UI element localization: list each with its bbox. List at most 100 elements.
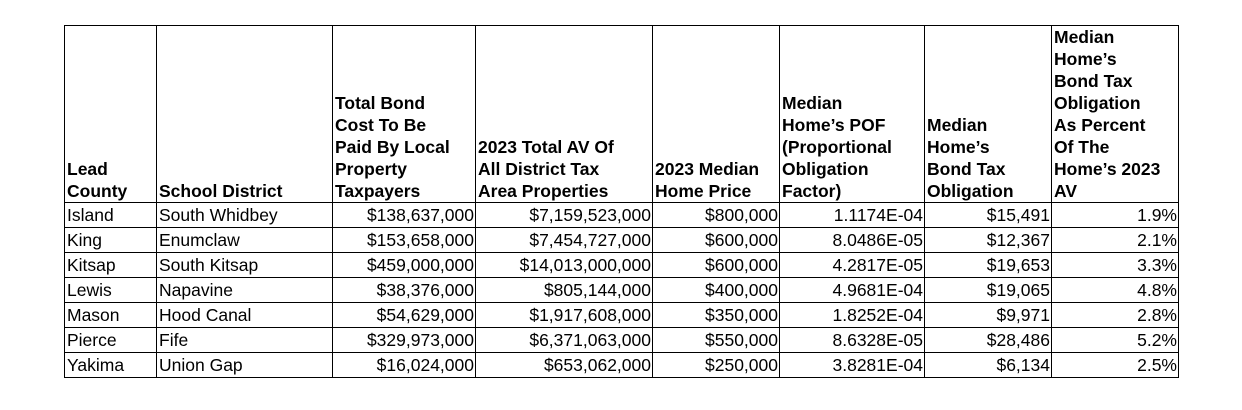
cell-total-av: $7,454,727,000	[475, 227, 653, 253]
table-row: Pierce Fife $329,973,000 $6,371,063,000 $550…	[64, 327, 1179, 353]
cell-lead-county: Yakima	[64, 352, 157, 378]
header-line: School District	[159, 181, 283, 201]
cell-school-district: South Kitsap	[156, 252, 333, 278]
cell-median-home-price: $800,000	[652, 202, 780, 228]
bond-tax-table: Lead County School District Total Bond Cost …	[64, 25, 1179, 378]
table-row: Mason Hood Canal $54,629,000 $1,917,608,000…	[64, 302, 1179, 328]
header-line: 2023 Total AV Of	[478, 137, 614, 157]
cell-lead-county: King	[64, 227, 157, 253]
cell-total-av: $14,013,000,000	[475, 252, 653, 278]
table-row: Island South Whidbey $138,637,000 $7,159,52…	[64, 202, 1179, 228]
cell-median-pof: 1.8252E-04	[779, 302, 925, 328]
cell-bond-tax-obligation: $28,486	[924, 327, 1052, 353]
cell-total-av: $805,144,000	[475, 277, 653, 303]
header-line: Area Properties	[478, 181, 609, 201]
header-line: Property	[335, 159, 407, 179]
cell-median-home-price: $350,000	[652, 302, 780, 328]
header-line: Factor)	[782, 181, 842, 201]
header-row: Lead County School District Total Bond Cost …	[64, 25, 1179, 203]
header-line: (Proportional	[782, 137, 892, 157]
header-line: All District Tax	[478, 159, 600, 179]
header-line: Taxpayers	[335, 181, 421, 201]
cell-total-bond-cost: $138,637,000	[332, 202, 476, 228]
table-row: King Enumclaw $153,658,000 $7,454,727,000 $6…	[64, 227, 1179, 253]
header-line: Home’s	[927, 137, 990, 157]
cell-total-bond-cost: $329,973,000	[332, 327, 476, 353]
cell-bond-tax-obligation: $12,367	[924, 227, 1052, 253]
cell-total-bond-cost: $153,658,000	[332, 227, 476, 253]
cell-median-pof: 8.0486E-05	[779, 227, 925, 253]
cell-total-av: $6,371,063,000	[475, 327, 653, 353]
cell-school-district: Hood Canal	[156, 302, 333, 328]
header-line: 2023 Median	[655, 159, 760, 179]
cell-obligation-percent: 1.9%	[1051, 202, 1179, 228]
header-total-av: 2023 Total AV Of All District Tax Area Pro…	[475, 25, 653, 203]
header-line: As Percent	[1054, 115, 1146, 135]
cell-school-district: Napavine	[156, 277, 333, 303]
header-lead-county: Lead County	[64, 25, 157, 203]
header-line: Home Price	[655, 181, 752, 201]
cell-bond-tax-obligation: $6,134	[924, 352, 1052, 378]
header-line: Obligation	[927, 181, 1014, 201]
table-body: Island South Whidbey $138,637,000 $7,159,52…	[64, 202, 1179, 378]
header-line: Home’s	[1054, 49, 1117, 69]
header-line: Median	[927, 115, 988, 135]
cell-obligation-percent: 4.8%	[1051, 277, 1179, 303]
header-median-pof: Median Home’s POF (Proportional Obligation F…	[779, 25, 925, 203]
header-line: Median	[782, 93, 843, 113]
cell-lead-county: Pierce	[64, 327, 157, 353]
cell-obligation-percent: 5.2%	[1051, 327, 1179, 353]
cell-median-pof: 8.6328E-05	[779, 327, 925, 353]
header-line: County	[67, 181, 128, 201]
table-row: Lewis Napavine $38,376,000 $805,144,000 $400…	[64, 277, 1179, 303]
header-line: Lead	[67, 159, 108, 179]
header-line: AV	[1054, 181, 1078, 201]
cell-median-home-price: $550,000	[652, 327, 780, 353]
header-line: Home’s POF	[782, 115, 886, 135]
cell-median-home-price: $600,000	[652, 227, 780, 253]
cell-total-av: $1,917,608,000	[475, 302, 653, 328]
header-bond-tax-obligation: Median Home’s Bond Tax Obligation	[924, 25, 1052, 203]
cell-obligation-percent: 3.3%	[1051, 252, 1179, 278]
header-school-district: School District	[156, 25, 333, 203]
cell-median-pof: 4.2817E-05	[779, 252, 925, 278]
cell-lead-county: Lewis	[64, 277, 157, 303]
cell-median-pof: 1.1174E-04	[779, 202, 925, 228]
cell-obligation-percent: 2.8%	[1051, 302, 1179, 328]
header-total-bond-cost: Total Bond Cost To Be Paid By Local Propert…	[332, 25, 476, 203]
cell-total-bond-cost: $459,000,000	[332, 252, 476, 278]
cell-total-bond-cost: $54,629,000	[332, 302, 476, 328]
cell-school-district: Enumclaw	[156, 227, 333, 253]
header-line: Obligation	[782, 159, 869, 179]
cell-median-pof: 4.9681E-04	[779, 277, 925, 303]
cell-median-pof: 3.8281E-04	[779, 352, 925, 378]
header-median-home-price: 2023 Median Home Price	[652, 25, 780, 203]
header-line: Obligation	[1054, 93, 1141, 113]
header-line: Cost To Be	[335, 115, 427, 135]
cell-lead-county: Island	[64, 202, 157, 228]
cell-median-home-price: $250,000	[652, 352, 780, 378]
cell-school-district: South Whidbey	[156, 202, 333, 228]
header-line: Paid By Local	[335, 137, 450, 157]
cell-median-home-price: $600,000	[652, 252, 780, 278]
table-row: Yakima Union Gap $16,024,000 $653,062,000 $2…	[64, 352, 1179, 378]
cell-total-av: $653,062,000	[475, 352, 653, 378]
cell-obligation-percent: 2.5%	[1051, 352, 1179, 378]
cell-bond-tax-obligation: $19,065	[924, 277, 1052, 303]
header-obligation-percent: Median Home’s Bond Tax Obligation As Percent…	[1051, 25, 1179, 203]
cell-total-av: $7,159,523,000	[475, 202, 653, 228]
header-line: Bond Tax	[927, 159, 1006, 179]
cell-lead-county: Kitsap	[64, 252, 157, 278]
header-line: Total Bond	[335, 93, 426, 113]
cell-school-district: Union Gap	[156, 352, 333, 378]
table-row: Kitsap South Kitsap $459,000,000 $14,013,00…	[64, 252, 1179, 278]
cell-bond-tax-obligation: $19,653	[924, 252, 1052, 278]
cell-bond-tax-obligation: $9,971	[924, 302, 1052, 328]
cell-obligation-percent: 2.1%	[1051, 227, 1179, 253]
cell-lead-county: Mason	[64, 302, 157, 328]
header-line: Of The	[1054, 137, 1110, 157]
cell-total-bond-cost: $38,376,000	[332, 277, 476, 303]
cell-total-bond-cost: $16,024,000	[332, 352, 476, 378]
cell-median-home-price: $400,000	[652, 277, 780, 303]
header-line: Home’s 2023	[1054, 159, 1161, 179]
